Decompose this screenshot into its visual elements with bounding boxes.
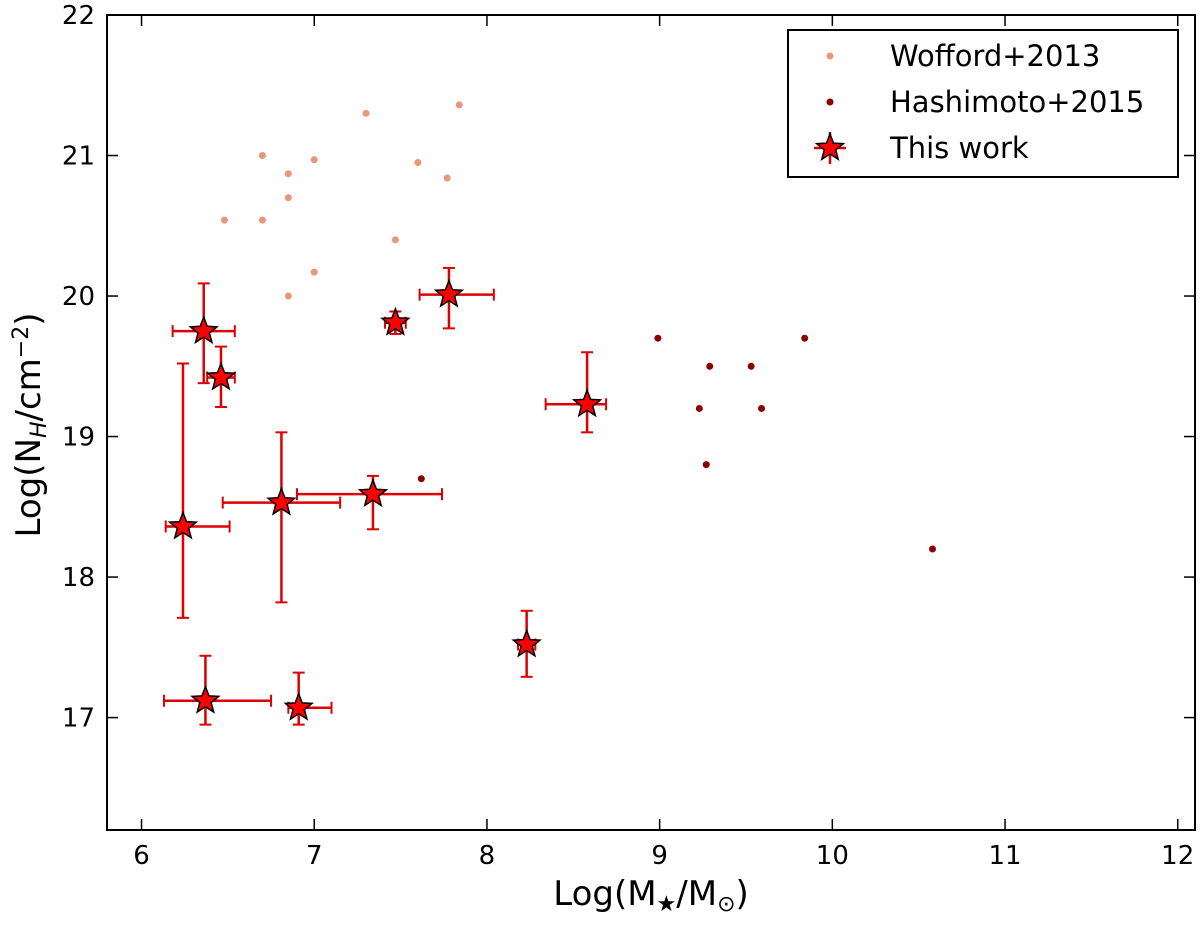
x-tick-label: 9 [651,841,668,871]
legend-box [787,29,1179,178]
y-axis-label: Log(NH/cm−2) [9,313,52,538]
data-point [706,362,714,370]
y-tick-label: 20 [62,282,95,312]
legend-label: Hashimoto+2015 [890,85,1144,119]
data-point [284,292,292,300]
data-point-star [571,388,603,418]
axis-ticks: 6 7 8 9 10 11 12 17 18 19 20 21 22 [62,1,1195,871]
data-point [801,334,809,342]
legend-marker [826,98,834,106]
legend-marker-star [814,131,846,162]
data-point [695,404,703,412]
data-point [310,156,318,164]
data-point-star [205,361,237,391]
x-tick-label: 11 [988,841,1021,871]
data-point [758,404,766,412]
legend: Wofford+2013 Hashimoto+2015 This work [787,29,1179,178]
y-tick-label: 21 [62,142,95,172]
x-tick-label: 8 [479,841,496,871]
data-point [654,334,662,342]
x-tick-label: 10 [816,841,849,871]
data-point-star [511,628,542,658]
data-point [220,216,228,224]
data-point-star [433,278,465,308]
x-axis-label: Log(M★/M⊙) [553,874,749,917]
data-point [928,545,936,553]
data-point [391,236,399,244]
data-point [455,101,463,109]
series-0 [220,101,463,300]
data-point [747,362,755,370]
x-tick-label: 12 [1161,841,1194,871]
data-point-star [266,486,297,516]
data-point [362,109,370,117]
data-point [284,170,292,178]
y-tick-label: 18 [62,563,95,593]
data-point [258,152,266,160]
series-2 [162,266,608,726]
data-point-star [380,306,411,336]
data-point [417,475,425,483]
data-point-star [188,315,220,345]
legend-marker [826,52,834,60]
x-tick-label: 6 [133,841,150,871]
legend-label: Wofford+2013 [890,39,1100,73]
y-tick-label: 19 [62,423,95,453]
x-tick-label: 7 [306,841,323,871]
data-point-star [283,691,314,721]
data-point [702,461,710,469]
data-point [414,159,422,167]
data-point [258,216,266,224]
data-point-star [190,684,221,714]
data-point-star [357,478,389,508]
data-point [284,194,292,202]
y-tick-label: 17 [62,704,95,734]
data-layer [162,101,936,726]
plot-frame [106,14,1196,831]
legend-label: This work [889,131,1029,165]
series-1 [417,334,936,553]
y-tick-label: 22 [62,1,95,31]
data-point-star [167,510,199,540]
data-point [443,174,451,182]
data-point [310,268,318,276]
